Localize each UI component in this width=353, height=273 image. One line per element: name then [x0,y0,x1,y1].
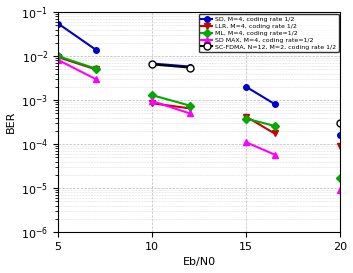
LLR, M=4, coding rate 1/2 [56,55,60,59]
Line: LLR, M=4, coding rate 1/2: LLR, M=4, coding rate 1/2 [55,54,98,72]
Line: SD, M=4, coding rate 1/2: SD, M=4, coding rate 1/2 [55,21,98,52]
SC-FDMA, N=12, M=2, coding rate 1/2 [150,63,154,66]
SD MAX, M=4, coding rate=1/2 [56,58,60,62]
ML, M=4, coding rate=1/2 [56,55,60,58]
SC-FDMA, N=12, M=2, coding rate 1/2 [188,66,192,69]
Y-axis label: BER: BER [6,111,16,133]
Line: ML, M=4, coding rate=1/2: ML, M=4, coding rate=1/2 [55,54,98,72]
SD, M=4, coding rate 1/2 [56,22,60,25]
ML, M=4, coding rate=1/2 [94,67,98,70]
SD MAX, M=4, coding rate=1/2 [94,78,98,81]
Line: SC-FDMA, N=12, M=2, coding rate 1/2: SC-FDMA, N=12, M=2, coding rate 1/2 [149,61,193,71]
LLR, M=4, coding rate 1/2 [94,68,98,71]
Line: SD MAX, M=4, coding rate=1/2: SD MAX, M=4, coding rate=1/2 [55,57,98,82]
SD, M=4, coding rate 1/2 [94,48,98,51]
Legend: SD, M=4, coding rate 1/2, LLR, M=4, coding rate 1/2, ML, M=4, coding rate=1/2, S: SD, M=4, coding rate 1/2, LLR, M=4, codi… [199,14,339,52]
X-axis label: Eb/N0: Eb/N0 [183,257,216,268]
